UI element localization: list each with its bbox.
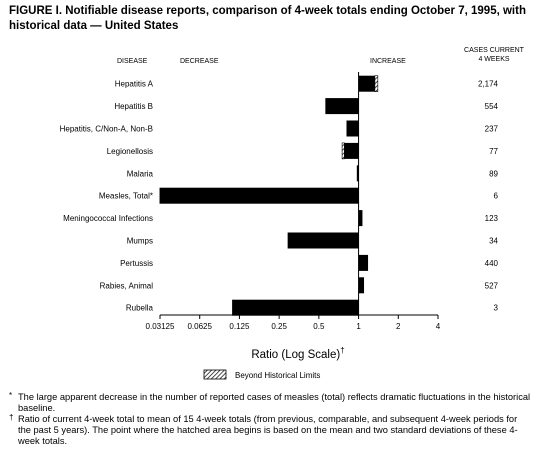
bar [232, 299, 359, 316]
header-disease: DISEASE [117, 58, 148, 65]
category-label: Legionellosis [107, 147, 153, 156]
cases-value: 6 [494, 192, 499, 201]
legend-swatch [203, 369, 227, 380]
bar-row: Hepatitis, C/Non-A, Non-B 237 [60, 120, 499, 137]
footnote-text: Ratio of current 4-week total to mean of… [18, 414, 518, 446]
bar-row: Rabies, Animal 527 [100, 277, 499, 294]
category-label: Mumps [127, 237, 153, 246]
bar [358, 254, 369, 271]
bar [356, 165, 359, 182]
footnote-mark: † [9, 413, 14, 422]
category-label: Hepatitis A [115, 80, 154, 89]
header-cases-line2: 4 WEEKS [478, 56, 509, 63]
bar-row: Measles, Total* 6 [99, 187, 499, 204]
cases-value: 554 [485, 102, 499, 111]
cases-value: 123 [485, 214, 499, 223]
bar [342, 142, 359, 159]
category-label: Meningococcal Infections [63, 214, 153, 223]
category-label: Pertussis [120, 259, 153, 268]
header-decrease: DECREASE [180, 58, 219, 65]
bar-row: Hepatitis B 554 [114, 98, 499, 115]
category-label: Rabies, Animal [100, 281, 154, 290]
bar-row: Legionellosis 77 [107, 142, 499, 160]
cases-value: 89 [489, 169, 498, 178]
category-label: Malaria [127, 169, 154, 178]
legend-label: Beyond Historical Limits [235, 371, 320, 380]
x-tick-label: 2 [396, 322, 401, 331]
ratio-bar-chart: DISEASE DECREASE INCREASE CASES CURRENT … [60, 47, 525, 380]
footnote-measles: * The large apparent decrease in the num… [9, 391, 531, 414]
x-tick-label: 0.5 [313, 322, 325, 331]
x-tick-label: 0.0625 [187, 322, 212, 331]
header-increase: INCREASE [370, 58, 406, 65]
bar [346, 120, 359, 137]
bar [358, 210, 363, 227]
footnote-mark: * [9, 391, 13, 400]
bar [358, 277, 365, 294]
beyond-limits-hatch [374, 75, 379, 92]
bar-row: Pertussis 440 [120, 254, 499, 271]
x-tick-label: 1 [356, 322, 361, 331]
bar [358, 75, 378, 92]
x-tick-label: 0.125 [229, 322, 250, 331]
x-axis-label: Ratio (Log Scale)† [251, 346, 344, 361]
bar-row: Malaria 89 [127, 165, 499, 182]
figure-title: FIGURE I. Notifiable disease reports, co… [9, 5, 526, 32]
x-tick-label: 4 [436, 322, 441, 331]
footnotes: * The large apparent decrease in the num… [9, 391, 531, 447]
header-cases-line1: CASES CURRENT [464, 47, 525, 54]
legend: Beyond Historical Limits [203, 369, 320, 380]
category-label: Hepatitis, C/Non-A, Non-B [60, 125, 153, 134]
bar-row: Hepatitis A 2,174 [115, 75, 499, 92]
category-label: Hepatitis B [114, 102, 153, 111]
cases-value: 34 [489, 237, 498, 246]
x-tick-label: 0.03125 [146, 322, 175, 331]
bar-row: Meningococcal Infections 123 [63, 210, 499, 227]
category-label: Measles, Total* [99, 192, 153, 201]
cases-value: 77 [489, 147, 498, 156]
bar-row: Mumps 34 [127, 232, 499, 249]
cases-value: 527 [485, 281, 499, 290]
footnote-text: The large apparent decrease in the numbe… [18, 392, 531, 413]
beyond-limits-hatch [341, 142, 345, 160]
bar [325, 98, 359, 115]
cases-value: 2,174 [478, 80, 499, 89]
bar [159, 187, 359, 204]
bar [287, 232, 359, 249]
cases-value: 3 [494, 304, 499, 313]
category-label: Rubella [126, 304, 154, 313]
x-tick-label: 0.25 [271, 322, 287, 331]
bar-row: Rubella 3 [126, 299, 499, 316]
cases-value: 440 [485, 259, 499, 268]
cases-value: 237 [485, 125, 499, 134]
footnote-ratio: † Ratio of current 4-week total to mean … [9, 413, 531, 447]
